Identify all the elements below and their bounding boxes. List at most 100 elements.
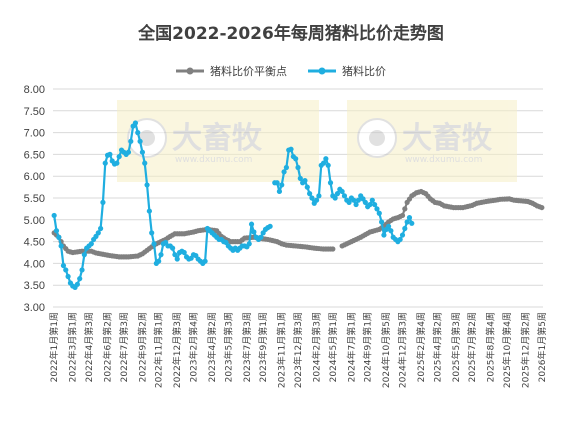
y-axis: 3.00 3.50 4.00 4.50 5.00 5.50 6.00 6.50 7.00 7.50… xyxy=(24,84,45,314)
legend-item-balance: 猪料比价平衡点 xyxy=(176,64,287,78)
x-tick-label: 2024年9月第1周 xyxy=(362,312,374,382)
data-point xyxy=(353,201,359,208)
data-point xyxy=(79,267,85,273)
x-tick-label: 2025年5月第3周 xyxy=(450,312,462,382)
series-1 xyxy=(51,120,415,290)
data-point xyxy=(276,188,283,195)
data-point xyxy=(309,195,315,201)
x-tick-label: 2024年2月第3周 xyxy=(311,312,323,382)
data-point xyxy=(409,220,415,226)
y-tick-label: 5.50 xyxy=(24,193,45,205)
y-tick-label: 4.50 xyxy=(24,237,45,249)
data-point xyxy=(332,195,338,201)
x-tick-label: 2023年5月第3周 xyxy=(222,312,234,382)
data-point xyxy=(399,212,406,219)
data-point xyxy=(355,197,361,203)
legend-label-ratio: 猪料比价 xyxy=(342,64,386,78)
legend: 猪料比价平衡点 猪料比价 xyxy=(176,64,386,78)
legend-marker-ratio xyxy=(318,67,326,75)
data-point xyxy=(397,236,403,243)
data-point xyxy=(172,252,178,258)
y-tick-label: 3.50 xyxy=(24,280,45,292)
data-point xyxy=(58,243,64,249)
x-tick-label: 2025年10月第4周 xyxy=(501,312,513,388)
legend-marker-balance xyxy=(186,67,194,75)
data-point xyxy=(137,138,143,144)
x-tick-label: 2022年12月第3周 xyxy=(171,312,183,388)
data-point xyxy=(330,246,336,252)
data-point xyxy=(102,160,108,166)
data-point xyxy=(251,229,257,235)
x-tick-label: 2022年6月第2周 xyxy=(102,312,114,382)
data-point xyxy=(56,234,62,240)
y-tick-label: 4.00 xyxy=(24,258,45,270)
data-point xyxy=(295,164,301,171)
data-point xyxy=(304,184,310,190)
data-point xyxy=(385,223,392,229)
data-point xyxy=(376,210,382,216)
x-tick-label: 2025年4月第2周 xyxy=(431,312,443,382)
data-point xyxy=(334,191,341,197)
x-tick-label: 2023年12月第3周 xyxy=(292,312,304,388)
data-point xyxy=(170,245,176,251)
data-point xyxy=(132,120,139,126)
x-tick-label: 2025年12月第2周 xyxy=(520,312,532,388)
data-point xyxy=(369,197,375,203)
svg-text:大畜牧: 大畜牧 xyxy=(172,121,263,156)
data-point xyxy=(65,273,71,280)
x-tick-label: 2024年10月第5周 xyxy=(380,312,392,388)
data-point xyxy=(258,234,264,240)
data-point xyxy=(341,193,348,199)
y-tick-label: 7.00 xyxy=(24,128,45,140)
data-point xyxy=(346,199,352,205)
x-tick-label: 2022年4月第3周 xyxy=(83,312,95,382)
data-point xyxy=(60,262,67,269)
data-point xyxy=(404,219,410,225)
data-point xyxy=(374,206,380,212)
data-point xyxy=(379,219,385,225)
data-point xyxy=(116,153,122,160)
data-point xyxy=(139,149,146,155)
data-point xyxy=(81,252,87,258)
data-point xyxy=(51,212,57,219)
data-point xyxy=(181,249,187,256)
x-tick-label: 2023年7月第3周 xyxy=(241,312,253,382)
y-tick-label: 8.00 xyxy=(24,84,45,96)
data-point xyxy=(323,156,329,162)
x-tick-label: 2024年7月第1周 xyxy=(345,312,357,382)
data-point xyxy=(293,156,299,162)
data-point xyxy=(146,208,152,214)
data-point xyxy=(388,228,394,234)
x-tick-label: 2024年5月第1周 xyxy=(327,312,339,382)
data-point xyxy=(316,193,322,199)
data-point xyxy=(151,241,157,247)
x-tick-label: 2025年7月第2周 xyxy=(466,312,478,382)
x-tick-label: 2026年1月第5周 xyxy=(536,312,548,382)
x-tick-label: 2022年11月第1周 xyxy=(153,312,165,388)
data-point xyxy=(302,177,308,184)
data-point xyxy=(98,225,104,232)
x-tick-label: 2022年9月第2周 xyxy=(136,312,148,382)
data-point xyxy=(327,180,334,186)
data-point xyxy=(351,197,357,203)
data-point xyxy=(281,169,287,175)
data-point xyxy=(362,199,368,205)
svg-text:www.dxumu.com: www.dxumu.com xyxy=(405,155,482,165)
data-point xyxy=(367,201,373,208)
legend-label-balance: 猪料比价平衡点 xyxy=(210,64,287,78)
y-tick-label: 6.00 xyxy=(24,171,45,183)
data-point xyxy=(142,160,148,166)
data-point xyxy=(283,164,289,171)
data-point xyxy=(63,267,69,273)
data-point xyxy=(135,130,141,136)
data-point xyxy=(307,191,313,197)
data-point xyxy=(128,138,134,144)
x-tick-label: 2023年2月第4周 xyxy=(187,312,199,382)
x-tick-label: 2025年8月第4周 xyxy=(485,312,497,382)
